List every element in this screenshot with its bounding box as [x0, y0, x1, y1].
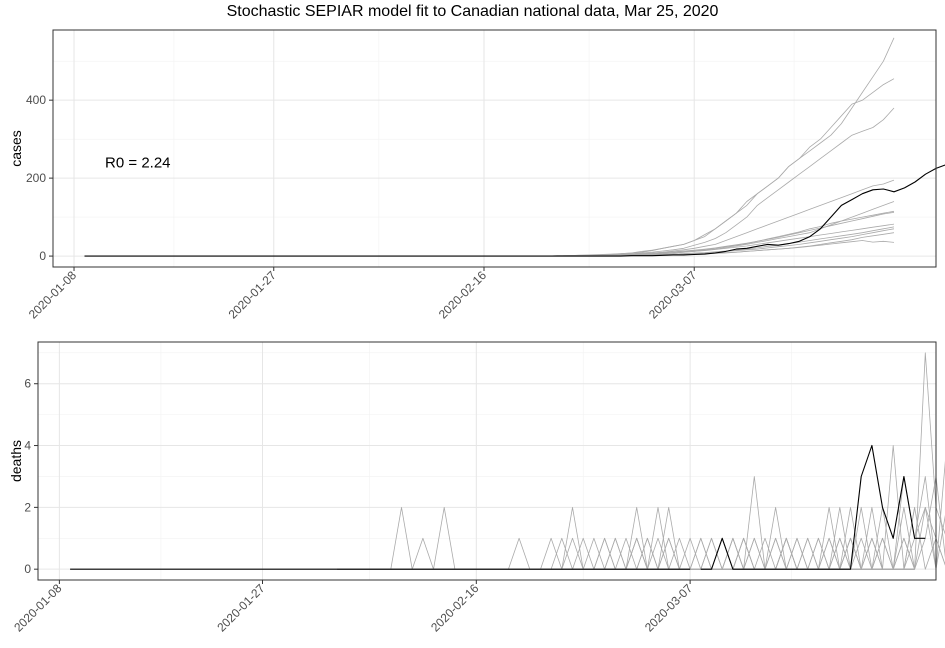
y-tick-label: 6 [24, 377, 31, 391]
r0-annotation: R0 = 2.24 [105, 155, 170, 172]
panel-deaths: 0 2 4 6 2020-01-08 2020-01-27 2020-02-16 2020-0… [8, 341, 945, 635]
panel-border [37, 341, 937, 581]
x-tick-label: 2020-01-08 [26, 268, 80, 322]
plot-background [53, 30, 936, 267]
x-tick-label: 2020-03-07 [646, 268, 700, 322]
y-tick-label: 2 [24, 500, 31, 514]
x-tick-label: 2020-01-27 [214, 581, 268, 635]
x-tick-label: 2020-01-27 [226, 268, 280, 322]
fit-line-tail [700, 444, 926, 570]
simulation-late-line-4 [540, 506, 945, 570]
fit-line [84, 164, 945, 257]
y-tick-label: 0 [39, 249, 46, 263]
y-tick-label: 400 [26, 93, 46, 107]
chart-title: Stochastic SEPIAR model fit to Canadian … [226, 3, 719, 20]
y-tick-label: 200 [26, 171, 46, 185]
plot-background [38, 342, 936, 580]
y-axis-title: deaths [8, 440, 24, 482]
panel-cases: 0 200 400 2020-01-08 2020-01-27 2020-02-16 202… [8, 29, 945, 322]
x-tick-label: 2020-02-16 [428, 581, 482, 635]
x-tick-label: 2020-01-08 [11, 581, 65, 635]
panel-border [52, 29, 937, 268]
y-axis-title: cases [8, 130, 24, 167]
y-tick-label: 0 [24, 562, 31, 576]
x-tick-label: 2020-02-16 [436, 268, 490, 322]
x-tick-label: 2020-03-07 [642, 581, 696, 635]
y-tick-label: 4 [24, 439, 31, 453]
